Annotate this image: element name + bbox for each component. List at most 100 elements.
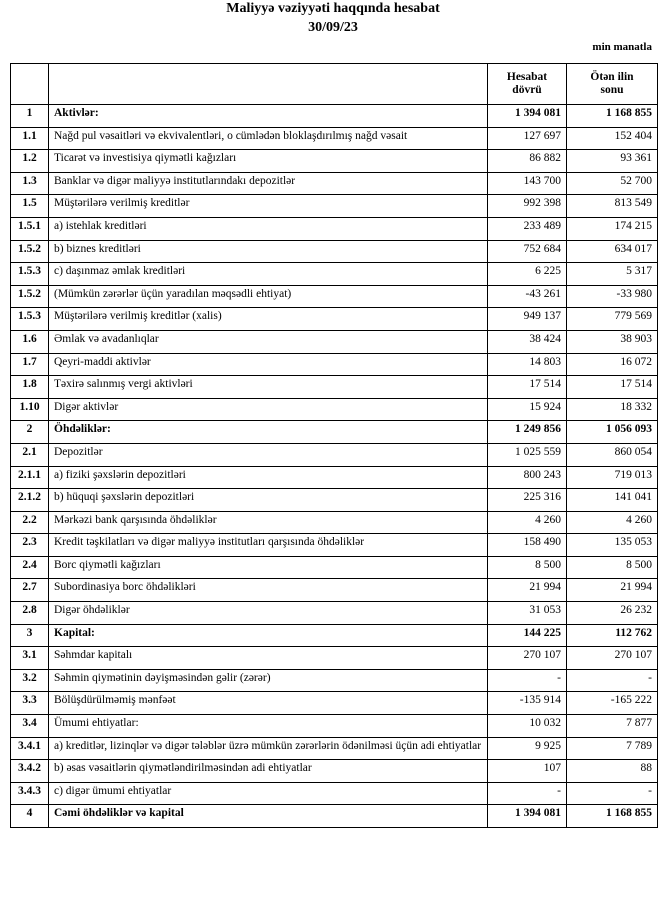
row-label: b) biznes kreditləri [48, 239, 488, 264]
balance-table: Hesabat dövrü Ötən ilin sonu 1 Aktivlər: 1… [10, 63, 658, 828]
row-label: Bölüşdürülməmiş mənfəət [48, 691, 488, 716]
row-label: Əmlak və avadanlıqlar [48, 329, 488, 354]
current-value: 14 803 [487, 352, 567, 377]
prior-value: 17 514 [566, 375, 658, 399]
row-label: Öhdəliklər: [48, 420, 488, 444]
current-value: -135 914 [487, 691, 567, 716]
row-code: 1.10 [10, 397, 49, 422]
current-value: 143 700 [487, 171, 567, 196]
row-code: 1.6 [10, 329, 49, 354]
prior-value: 18 332 [566, 397, 658, 422]
table-row: 2.4 Borc qiymətli kağızları 8 500 8 500 [10, 555, 658, 580]
current-value: 6 225 [487, 262, 567, 286]
row-label: Borc qiymətli kağızları [48, 555, 488, 580]
row-code: 2.4 [10, 555, 49, 580]
row-label: Müştərilərə verilmiş kreditlər (xalis) [48, 307, 488, 331]
current-value: 1 394 081 [487, 804, 567, 828]
row-label: a) kreditlər, lizinqlər və digər tələblə… [48, 736, 488, 761]
row-code: 3.4 [10, 714, 49, 738]
prior-value: 779 569 [566, 307, 658, 331]
prior-value: 860 054 [566, 442, 658, 467]
table-row: 3 Kapital: 144 225 112 762 [10, 623, 658, 648]
current-value: 233 489 [487, 216, 567, 241]
prior-value: 141 041 [566, 488, 658, 512]
current-value: 270 107 [487, 646, 567, 670]
row-label: Digər aktivlər [48, 397, 488, 422]
header-cell: Ötən ilin sonu [566, 63, 658, 105]
current-value: 17 514 [487, 375, 567, 399]
row-label: Ümumi ehtiyatlar: [48, 714, 488, 738]
row-label: c) digər ümumi ehtiyatlar [48, 781, 488, 806]
prior-value: 1 056 093 [566, 420, 658, 444]
row-code: 3.3 [10, 691, 49, 716]
table-row: 1.2 Ticarət və investisiya qiymətli kağız… [10, 149, 658, 173]
table-row: 1.5.1 a) istehlak kreditləri 233 489 174 21… [10, 216, 658, 241]
current-value: 15 924 [487, 397, 567, 422]
row-code: 3.4.1 [10, 736, 49, 761]
header-cell [10, 63, 49, 105]
table-row: 1.5 Müştərilərə verilmiş kreditlər 992 398… [10, 194, 658, 218]
row-code: 1.5 [10, 194, 49, 218]
prior-value: 1 168 855 [566, 104, 658, 128]
row-code: 2.3 [10, 533, 49, 557]
current-value: 21 994 [487, 578, 567, 603]
current-value: 1 249 856 [487, 420, 567, 444]
prior-value: -165 222 [566, 691, 658, 716]
row-code: 3.4.2 [10, 759, 49, 783]
prior-value: 813 549 [566, 194, 658, 218]
row-label: Təxirə salınmış vergi aktivləri [48, 375, 488, 399]
current-value: 225 316 [487, 488, 567, 512]
row-label: Qeyri-maddi aktivlər [48, 352, 488, 377]
report-date: 30/09/23 [308, 20, 358, 35]
row-code: 1 [10, 104, 49, 128]
table-row: 1.5.2 b) biznes kreditləri 752 684 634 017 [10, 239, 658, 264]
table-row: 4 Cəmi öhdəliklər və kapital 1 394 081 1 16… [10, 804, 658, 828]
row-label: b) əsas vəsaitlərin qiymətləndirilməsind… [48, 759, 488, 783]
row-label: Səhmin qiymətinin dəyişməsindən gəlir (z… [48, 668, 488, 693]
table-row: 2.2 Mərkəzi bank qarşısında öhdəliklər 4 2… [10, 510, 658, 535]
row-label: Aktivlər: [48, 104, 488, 128]
prior-value: 7 877 [566, 714, 658, 738]
row-label: Digər öhdəliklər [48, 601, 488, 625]
current-value: 31 053 [487, 601, 567, 625]
current-value: 158 490 [487, 533, 567, 557]
row-code: 1.2 [10, 149, 49, 173]
row-label: Müştərilərə verilmiş kreditlər [48, 194, 488, 218]
prior-value: 38 903 [566, 329, 658, 354]
current-value: - [487, 668, 567, 693]
current-value: 992 398 [487, 194, 567, 218]
unit-note: min manatla [592, 41, 652, 53]
row-code: 1.5.3 [10, 262, 49, 286]
table-row: 1.6 Əmlak və avadanlıqlar 38 424 38 903 [10, 329, 658, 354]
row-code: 3.4.3 [10, 781, 49, 806]
table-row: 3.4.1 a) kreditlər, lizinqlər və digər tə… [10, 736, 658, 761]
row-code: 3.2 [10, 668, 49, 693]
row-code: 4 [10, 804, 49, 828]
row-code: 1.5.3 [10, 307, 49, 331]
row-code: 3 [10, 623, 49, 648]
current-value: 752 684 [487, 239, 567, 264]
table-row: 1.5.2 (Mümkün zərərlər üçün yaradılan məq… [10, 284, 658, 309]
row-code: 2.7 [10, 578, 49, 603]
current-value: 9 925 [487, 736, 567, 761]
current-value: -43 261 [487, 284, 567, 309]
row-code: 2.1.1 [10, 465, 49, 490]
row-code: 2.1 [10, 442, 49, 467]
row-code: 2.2 [10, 510, 49, 535]
table-row: 2.8 Digər öhdəliklər 31 053 26 232 [10, 601, 658, 625]
current-value: 86 882 [487, 149, 567, 173]
prior-value: 135 053 [566, 533, 658, 557]
row-code: 1.3 [10, 171, 49, 196]
current-value: - [487, 781, 567, 806]
row-code: 3.1 [10, 646, 49, 670]
row-label: Mərkəzi bank qarşısında öhdəliklər [48, 510, 488, 535]
current-value: 38 424 [487, 329, 567, 354]
row-label: Subordinasiya borc öhdəlikləri [48, 578, 488, 603]
table-row: 2.1.2 b) hüquqi şəxslərin depozitləri 225 … [10, 488, 658, 512]
table-row: 2.7 Subordinasiya borc öhdəlikləri 21 994 2… [10, 578, 658, 603]
table-row: 2.3 Kredit təşkilatları və digər maliyyə … [10, 533, 658, 557]
current-value: 10 032 [487, 714, 567, 738]
row-code: 1.5.2 [10, 284, 49, 309]
prior-value: 4 260 [566, 510, 658, 535]
